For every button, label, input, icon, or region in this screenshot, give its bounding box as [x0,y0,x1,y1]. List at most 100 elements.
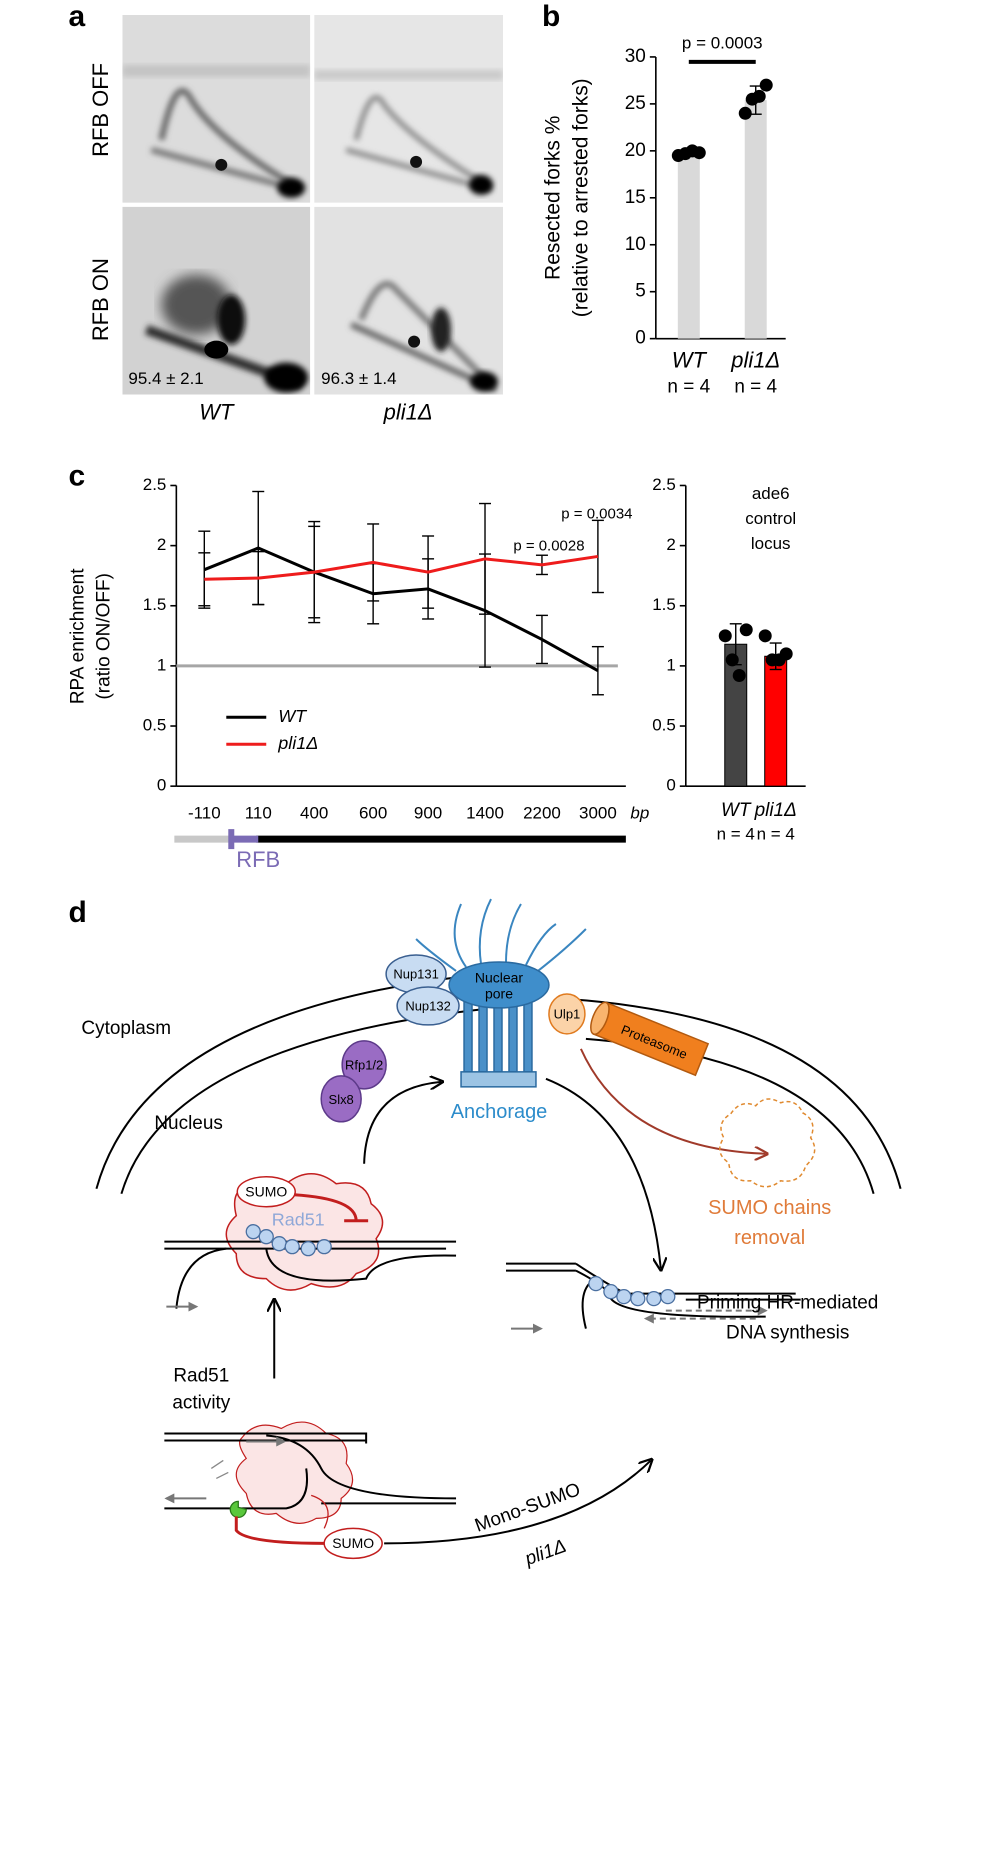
label: Mono-SUMO [472,1479,583,1537]
y-tick-label: 15 [625,187,646,208]
panel-label: a [68,0,85,33]
label: activity [172,1393,230,1414]
row-label: RFB OFF [88,63,113,157]
y-axis-label: RPA enrichment [67,568,88,704]
label: Rad51 [173,1366,229,1387]
x-axis-label: bp [630,804,649,823]
label: Nup132 [405,998,450,1013]
legend-label: pli1Δ [277,733,318,753]
y-tick-label: 2.5 [143,475,167,494]
y-tick-label: 30 [625,46,646,67]
label: pli1Δ [521,1536,569,1571]
annotation: p = 0.0034 [561,505,632,522]
chart-title: locus [751,534,791,553]
series-line [204,554,599,581]
label: SUMO chains [708,1197,831,1219]
panel-label: c [68,459,85,492]
y-axis-label: (ratio ON/OFF) [93,573,114,699]
gel-annotation: 96.3 ± 1.4 [321,369,396,388]
sample-size: n = 4 [757,825,795,844]
sample-size: n = 4 [717,825,755,844]
row-label: RFB ON [88,258,113,341]
annotation: p = 0.0028 [513,537,584,554]
y-tick-label: 10 [625,234,646,255]
y-tick-label: 1.5 [652,595,676,614]
data-point [739,623,753,637]
y-tick-label: 1 [666,655,675,674]
column-label: WT [199,399,235,424]
label: SUMO [332,1535,374,1551]
legend-label: WT [278,706,308,726]
locus-label: RFB [236,847,280,872]
diagram [95,898,902,1560]
panel-label: d [68,896,86,929]
chart-title: control [745,509,796,528]
y-tick-label: 20 [625,140,646,161]
data-point [732,669,746,683]
x-tick-label: WT [721,800,752,821]
label: removal [734,1227,805,1249]
x-tick-label: 2200 [523,804,561,823]
gel-images [122,14,503,395]
y-axis-label: Resected forks % [541,116,564,280]
nuclear-envelope [565,997,902,1189]
bar [744,100,767,339]
y-tick-label: 1.5 [143,595,167,614]
y-tick-label: 1 [157,655,166,674]
label: Cytoplasm [81,1018,171,1039]
x-tick-label: pli1Δ [730,347,780,372]
label: Priming HR-mediated [697,1293,878,1314]
y-tick-label: 0 [635,328,646,349]
label: Nuclear [475,970,523,986]
x-tick-label: WT [672,347,708,372]
data-point [692,146,706,160]
x-tick-label: 3000 [579,804,617,823]
label: Ulp1 [554,1006,581,1021]
label: Nucleus [154,1113,223,1134]
y-tick-label: 0.5 [143,716,167,735]
y-tick-label: 2 [666,535,675,554]
sample-size: n = 4 [734,377,777,398]
x-tick-label: 110 [245,804,272,823]
chart-title: ade6 [752,484,790,503]
label: Rad51 [272,1209,325,1229]
data-point [759,78,773,92]
x-tick-label: 400 [300,804,328,823]
y-tick-label: 5 [635,281,646,302]
gel-annotation: 95.4 ± 2.1 [128,369,203,388]
data-point [752,89,766,103]
bar [677,153,700,339]
label: pore [485,986,513,1002]
series-line [203,546,599,673]
data-point [725,653,739,667]
label: SUMO [245,1183,287,1199]
bar [764,655,788,787]
y-tick-label: 2.5 [652,475,676,494]
bar [724,643,748,787]
annotation: p = 0.0003 [682,33,763,52]
label: Nup131 [393,966,438,981]
sample-size: n = 4 [667,377,710,398]
column-label: pli1Δ [383,399,433,424]
y-tick-label: 0 [666,776,675,795]
x-tick-label: 1400 [466,804,504,823]
panel-label: b [542,0,560,33]
x-tick-label: pli1Δ [754,800,797,821]
nuclear-envelope [120,1007,487,1195]
data-point [738,106,752,120]
label: Slx8 [329,1092,354,1107]
y-tick-label: 0 [157,776,166,795]
label: Rfp1/2 [345,1057,383,1072]
data-point [718,629,732,643]
x-tick-label: 600 [359,804,387,823]
x-tick-label: -110 [188,804,221,823]
data-point [758,629,772,643]
label: DNA synthesis [726,1323,849,1344]
y-tick-label: 25 [625,93,646,114]
y-tick-label: 2 [157,535,166,554]
label: Anchorage [451,1101,548,1123]
x-tick-label: 900 [414,804,442,823]
data-point [779,647,793,661]
